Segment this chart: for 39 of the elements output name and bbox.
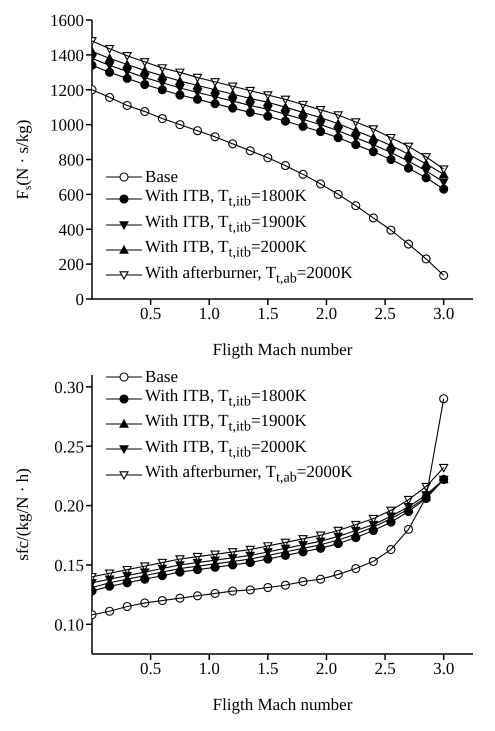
legend-label: With ITB, T$_{t,itb}$=2000K [145, 436, 307, 462]
y-tick-label: 0 [76, 290, 84, 310]
y-tick-label: 1400 [50, 46, 84, 65]
legend-label: With ITB, T$_{t,itb}$=1800K [145, 186, 307, 212]
x-tick-label: 2.0 [316, 659, 338, 678]
y-tick-label: 800 [58, 150, 84, 170]
x-tick-label: 3.0 [433, 304, 454, 324]
x-tick-label: 2.5 [374, 304, 396, 324]
legend-label: With ITB, T$_{t,itb}$=1900K [145, 212, 307, 238]
x-axis-title: Fligth Mach number [212, 695, 353, 714]
y-tick-label: 0.25 [54, 437, 84, 456]
y-tick-label: 1200 [50, 80, 84, 100]
legend-label: With ITB, T$_{t,itb}$=1900K [145, 411, 307, 437]
x-tick-label: 1.5 [257, 304, 278, 324]
legend-label: With afterburner, T$_{t,ab}$=2000K [145, 462, 353, 488]
legend-label: With ITB, T$_{t,itb}$=2000K [145, 237, 307, 263]
x-tick-label: 0.5 [140, 304, 162, 324]
y-tick-label: 0.15 [54, 556, 84, 575]
x-axis-title: Fligth Mach number [212, 340, 353, 359]
y-tick-label: 0.10 [54, 615, 84, 634]
x-tick-label: 1.5 [257, 659, 278, 678]
y-tick-label: 1600 [50, 11, 84, 30]
legend-label: With afterburner, T$_{t,ab}$=2000K [145, 262, 353, 288]
x-tick-label: 3.0 [433, 659, 454, 678]
x-tick-label: 0.5 [140, 659, 162, 678]
legend-label: Base [145, 167, 178, 186]
y-tick-label: 400 [58, 220, 84, 240]
legend-label: With ITB, T$_{t,itb}$=1800K [145, 386, 307, 412]
x-tick-label: 1.0 [198, 659, 220, 678]
x-tick-label: 1.0 [198, 304, 220, 324]
legend-label: Base [145, 367, 178, 386]
y-tick-label: 600 [58, 185, 84, 204]
y-tick-label: 1000 [50, 116, 84, 135]
x-tick-label: 2.5 [374, 659, 396, 678]
x-tick-label: 2.0 [316, 304, 338, 324]
y-tick-label: 0.20 [54, 496, 84, 516]
y-tick-label: 0.30 [54, 378, 84, 397]
y-axis-title: sfc/(kg/N · h) [13, 468, 32, 561]
y-tick-label: 200 [58, 255, 84, 274]
